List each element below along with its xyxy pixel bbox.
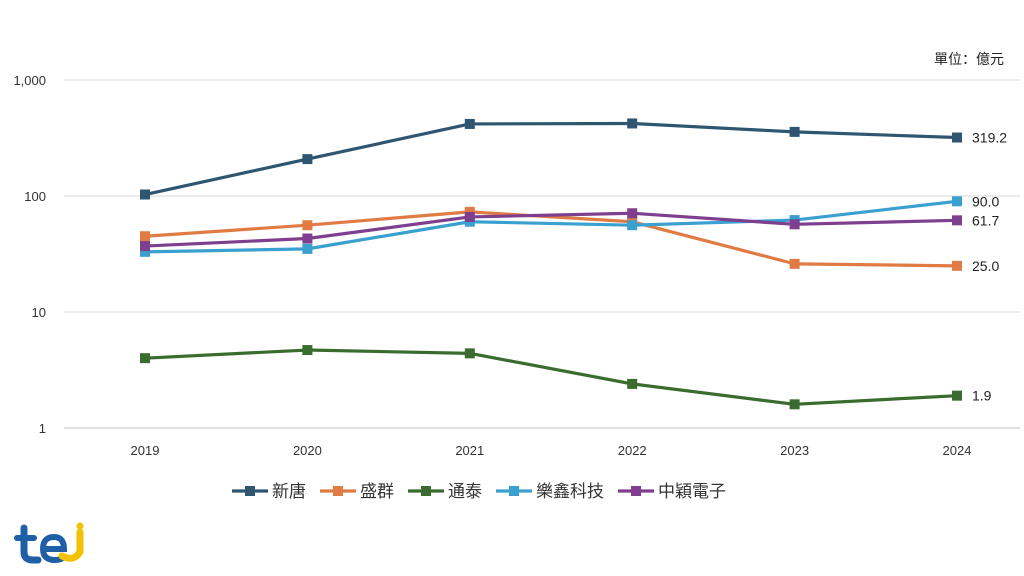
series-line	[144, 210, 958, 268]
series-layer	[140, 118, 962, 410]
x-tick-label: 2022	[618, 443, 647, 458]
data-point	[952, 390, 962, 401]
data-point	[302, 345, 313, 356]
data-point	[140, 241, 150, 252]
x-tick-label: 2024	[943, 443, 972, 458]
data-point	[789, 219, 800, 230]
data-point	[627, 208, 638, 219]
legend-label: 樂鑫科技	[536, 482, 604, 502]
legend-label: 中穎電子	[658, 482, 726, 502]
data-point	[140, 246, 150, 257]
data-label: 61.7	[972, 212, 999, 228]
legend-label: 新唐	[272, 481, 306, 502]
legend-item[interactable]: 新唐	[232, 481, 306, 502]
series-line	[144, 211, 958, 248]
series-line	[144, 121, 958, 197]
y-tick-label: 1,000	[13, 73, 46, 88]
data-point	[464, 206, 475, 217]
data-point	[789, 399, 800, 410]
legend-item[interactable]: 樂鑫科技	[496, 482, 604, 502]
data-point	[952, 196, 962, 207]
data-label: 319.2	[972, 130, 1007, 146]
legend-item[interactable]: 通泰	[408, 482, 482, 502]
x-tick-label: 2020	[293, 443, 322, 458]
legend-item[interactable]: 中穎電子	[618, 482, 726, 502]
data-point	[140, 231, 150, 242]
data-point	[302, 154, 313, 165]
x-tick-label: 2021	[455, 443, 484, 458]
data-point	[302, 220, 313, 231]
data-point	[302, 243, 313, 254]
tej-logo-icon	[14, 522, 84, 564]
legend-label: 通泰	[448, 482, 482, 502]
x-tick-label: 2019	[131, 443, 160, 458]
data-label: 90.0	[972, 193, 999, 209]
end-labels: 319.2 25.0 1.9 90.0 61.7	[972, 130, 1007, 404]
data-point	[464, 118, 475, 129]
y-tick-label: 10	[32, 305, 46, 320]
data-label: 25.0	[972, 258, 999, 274]
data-label: 1.9	[972, 388, 992, 404]
series-line	[144, 199, 958, 254]
legend-marker	[421, 486, 431, 496]
x-tick-label: 2023	[780, 443, 809, 458]
data-point	[464, 211, 475, 222]
y-axis-ticks: 1 10 100 1,000	[13, 73, 46, 436]
series-line	[144, 348, 958, 406]
legend-marker	[509, 486, 519, 496]
legend-item[interactable]: 盛群	[320, 482, 394, 502]
data-point	[464, 348, 475, 359]
data-point	[140, 189, 150, 200]
unit-label: 單位：億元	[934, 52, 1004, 68]
data-point	[302, 233, 313, 244]
data-point	[627, 378, 638, 389]
data-point	[789, 258, 800, 269]
series-5	[140, 208, 962, 252]
data-point	[789, 126, 800, 137]
series-1	[140, 118, 962, 200]
legend-marker	[245, 486, 255, 496]
gridlines	[64, 79, 1020, 429]
y-tick-label: 1	[39, 421, 46, 436]
legend-marker	[631, 486, 641, 496]
y-tick-label: 100	[24, 189, 46, 204]
legend-marker	[333, 486, 343, 496]
data-point	[952, 215, 962, 226]
data-point	[140, 353, 150, 364]
legend[interactable]: 新唐 盛群 通泰 樂鑫科技 中穎電子	[232, 481, 726, 502]
legend-label: 盛群	[360, 482, 394, 502]
x-axis-ticks: 2019 2020 2021 2022 2023 2024	[131, 443, 972, 458]
data-point	[627, 118, 638, 129]
data-point	[627, 220, 638, 231]
data-point	[952, 132, 962, 143]
data-point	[952, 260, 962, 271]
series-3	[140, 345, 962, 410]
series-4	[140, 196, 962, 257]
